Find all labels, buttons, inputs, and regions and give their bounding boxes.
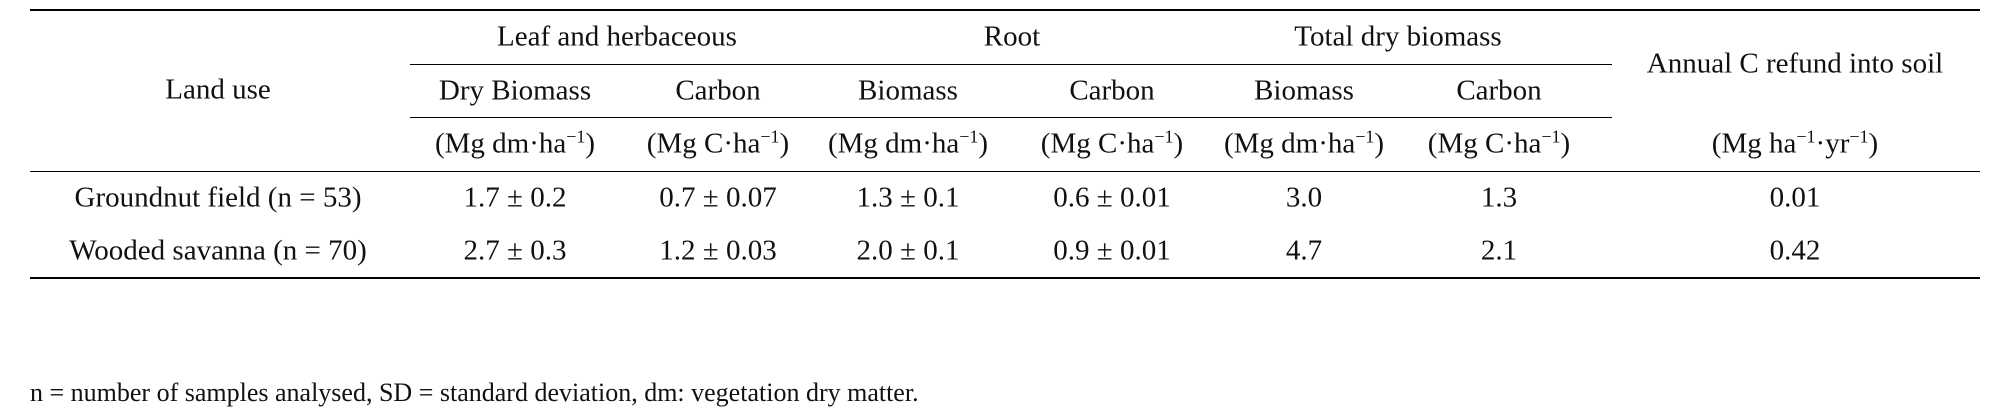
table-row-2-annual-refund: 0.42	[1769, 234, 1821, 267]
table-row-2-land-use: Wooded savanna (n = 70)	[69, 234, 367, 267]
unit-total-carbon: (Mg C·ha−1)	[1427, 126, 1571, 160]
table-row-1-leaf-carbon: 0.7 ± 0.07	[659, 181, 777, 214]
biomass-table: Land use Leaf and herbaceous Root Total …	[30, 0, 1980, 360]
subheader-biomass-total: Biomass	[1254, 74, 1354, 107]
table-row-2-total-carbon: 2.1	[1480, 234, 1518, 267]
subheader-dry-biomass: Dry Biomass	[438, 74, 592, 107]
table-row-1-root-carbon: 0.6 ± 0.01	[1053, 181, 1171, 214]
subheader-biomass-root: Biomass	[858, 74, 958, 107]
unit-annual-refund: (Mg ha−1·yr−1)	[1711, 126, 1879, 160]
header-group-leaf: Leaf and herbaceous	[497, 20, 737, 53]
subheader-carbon-total: Carbon	[1456, 74, 1542, 107]
table-row-1-total-carbon: 1.3	[1480, 181, 1518, 214]
table-row-1-land-use: Groundnut field (n = 53)	[74, 181, 362, 214]
table-footnote: n = number of samples analysed, SD = sta…	[30, 378, 919, 407]
unit-leaf-biomass: (Mg dm·ha−1)	[434, 126, 596, 160]
unit-root-biomass: (Mg dm·ha−1)	[827, 126, 989, 160]
table-row-2-total-biomass: 4.7	[1285, 234, 1323, 267]
header-bottom-rule	[30, 171, 1980, 172]
table-row-2-leaf-carbon: 1.2 ± 0.03	[659, 234, 777, 267]
unit-leaf-carbon: (Mg C·ha−1)	[646, 126, 790, 160]
unit-total-biomass: (Mg dm·ha−1)	[1223, 126, 1385, 160]
subheader-carbon-root: Carbon	[1069, 74, 1155, 107]
header-group-root: Root	[983, 20, 1041, 53]
subheader-underline	[410, 117, 1612, 118]
header-land-use: Land use	[165, 73, 271, 106]
table-row-1-leaf-biomass: 1.7 ± 0.2	[463, 181, 567, 214]
table-row-1-total-biomass: 3.0	[1285, 181, 1323, 214]
table-row-2-root-carbon: 0.9 ± 0.01	[1053, 234, 1171, 267]
header-group-total: Total dry biomass	[1294, 20, 1502, 53]
top-rule	[30, 9, 1980, 11]
table-row-1-annual-refund: 0.01	[1769, 181, 1821, 214]
table-row-2-root-biomass: 2.0 ± 0.1	[856, 234, 960, 267]
bottom-rule	[30, 277, 1980, 279]
table-row-1-root-biomass: 1.3 ± 0.1	[856, 181, 960, 214]
header-annual-c-refund: Annual C refund into soil	[1646, 47, 1944, 80]
group-underline	[410, 64, 1612, 65]
table-row-2-leaf-biomass: 2.7 ± 0.3	[463, 234, 567, 267]
unit-root-carbon: (Mg C·ha−1)	[1040, 126, 1184, 160]
subheader-carbon-leaf: Carbon	[675, 74, 761, 107]
